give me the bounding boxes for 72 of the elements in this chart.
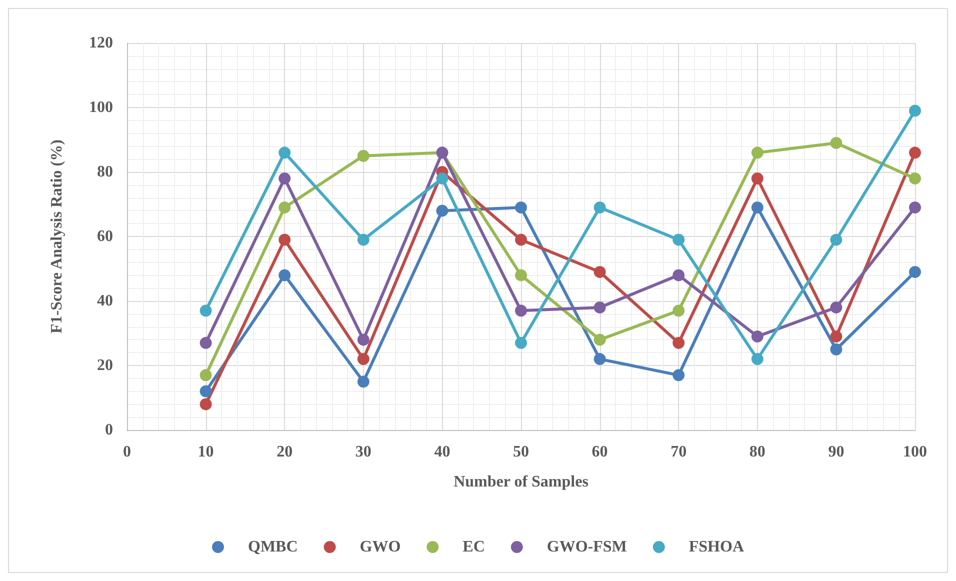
y-axis-title: F1-Score Analysis Ratio (%)	[48, 140, 66, 334]
point	[909, 146, 921, 159]
point	[515, 304, 527, 317]
point	[278, 201, 291, 214]
point	[751, 172, 764, 184]
point	[672, 336, 685, 349]
x-tick-label: 10	[198, 444, 214, 460]
point	[830, 343, 842, 356]
point	[909, 266, 921, 278]
point	[594, 201, 606, 214]
x-tick-label: 30	[355, 444, 372, 460]
point	[672, 369, 685, 382]
y-tick-label: 40	[97, 292, 113, 310]
point	[909, 172, 921, 184]
point	[672, 269, 685, 282]
point	[357, 234, 370, 246]
point	[436, 172, 448, 184]
point	[278, 234, 291, 246]
point	[278, 172, 291, 184]
legend-label: EC	[462, 538, 485, 556]
point	[200, 398, 212, 410]
point	[515, 336, 527, 349]
point	[751, 146, 764, 159]
legend-label: GWO	[360, 538, 401, 556]
y-tick-label: 0	[105, 422, 113, 438]
point	[751, 353, 764, 366]
point	[200, 336, 212, 349]
legend-label: FSHOA	[688, 538, 744, 556]
x-tick-label: 100	[903, 444, 927, 460]
point	[278, 146, 291, 159]
point	[830, 234, 842, 246]
point	[594, 334, 606, 346]
point	[594, 353, 606, 366]
y-tick-label: 120	[89, 34, 113, 52]
point	[672, 304, 685, 317]
x-tick-label: 80	[749, 444, 766, 460]
point	[357, 334, 370, 346]
x-tick-label: 50	[513, 444, 529, 460]
point	[436, 204, 448, 217]
point	[751, 201, 764, 214]
point	[357, 150, 370, 162]
point	[515, 201, 527, 214]
point	[909, 104, 921, 117]
point	[515, 234, 527, 246]
y-tick-label: 20	[97, 357, 113, 374]
point	[357, 353, 370, 366]
point	[594, 301, 606, 314]
point	[594, 266, 606, 278]
x-tick-label: 20	[276, 444, 293, 460]
legend-label: GWO-FSM	[546, 538, 627, 556]
point	[200, 369, 212, 382]
x-tick-label: 90	[828, 444, 844, 460]
y-tick-label: 100	[89, 99, 113, 116]
x-axis-title: Number of Samples	[454, 474, 588, 490]
y-tick-label: 80	[97, 164, 113, 180]
point	[200, 385, 212, 398]
x-tick-label: 40	[434, 444, 450, 460]
point	[830, 301, 842, 314]
y-tick-label: 60	[97, 228, 113, 245]
point	[830, 330, 842, 342]
point	[200, 304, 212, 317]
point	[515, 269, 527, 282]
point	[278, 269, 291, 282]
x-tick-label: 0	[123, 444, 131, 460]
point	[672, 234, 685, 246]
point	[909, 201, 921, 214]
point	[830, 136, 842, 149]
point	[751, 330, 764, 342]
x-tick-label: 60	[592, 444, 608, 460]
x-tick-label: 70	[670, 444, 687, 460]
point	[357, 376, 370, 388]
legend-label: QMBC	[248, 538, 298, 556]
